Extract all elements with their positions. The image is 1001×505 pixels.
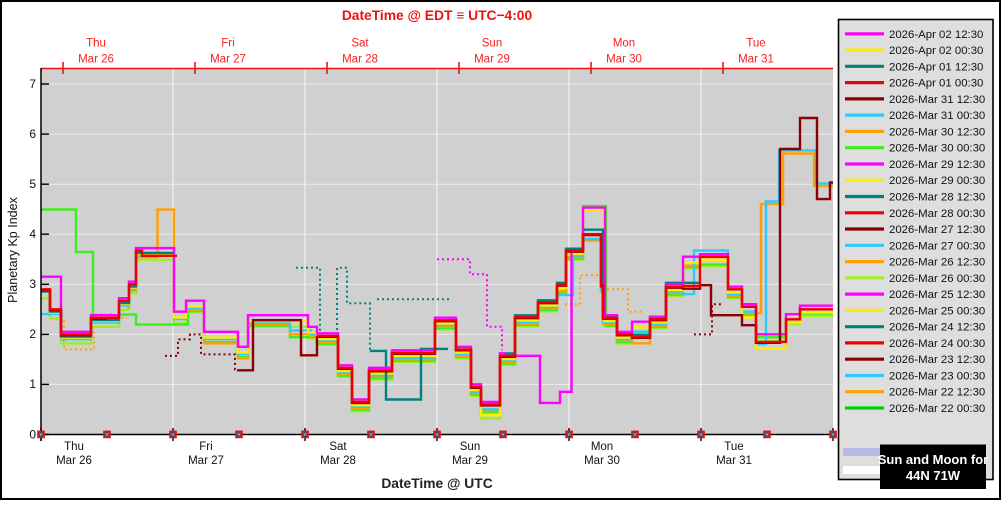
svg-text:4: 4 [29, 227, 36, 241]
svg-text:2026-Mar 24 12:30: 2026-Mar 24 12:30 [889, 322, 985, 334]
svg-text:2026-Mar 27 12:30: 2026-Mar 27 12:30 [889, 224, 985, 236]
svg-text:Mar 28: Mar 28 [320, 455, 356, 467]
svg-text:Planetary Kp Index: Planetary Kp Index [6, 196, 20, 302]
svg-text:2026-Mar 26 00:30: 2026-Mar 26 00:30 [889, 273, 985, 285]
svg-text:Mar 26: Mar 26 [56, 455, 92, 467]
svg-text:2026-Mar 28 12:30: 2026-Mar 28 12:30 [889, 192, 985, 204]
svg-text:2026-Apr 02 12:30: 2026-Apr 02 12:30 [889, 29, 983, 41]
svg-text:2026-Mar 29 12:30: 2026-Mar 29 12:30 [889, 159, 985, 171]
svg-text:2026-Mar 25 12:30: 2026-Mar 25 12:30 [889, 289, 985, 301]
svg-text:2026-Apr 01 00:30: 2026-Apr 01 00:30 [889, 78, 983, 90]
svg-text:Mar 27: Mar 27 [188, 455, 224, 467]
svg-text:2026-Apr 02 00:30: 2026-Apr 02 00:30 [889, 45, 983, 57]
svg-text:6: 6 [29, 127, 36, 141]
svg-text:Sun and Moon for: Sun and Moon for [878, 452, 988, 467]
svg-text:2026-Mar 24 00:30: 2026-Mar 24 00:30 [889, 338, 985, 350]
svg-text:2026-Mar 22 12:30: 2026-Mar 22 12:30 [889, 387, 985, 399]
svg-text:Sat: Sat [351, 38, 369, 50]
svg-text:1: 1 [29, 377, 36, 391]
svg-text:2026-Mar 29 00:30: 2026-Mar 29 00:30 [889, 175, 985, 187]
svg-text:2026-Mar 30 00:30: 2026-Mar 30 00:30 [889, 143, 985, 155]
svg-text:2026-Mar 23 12:30: 2026-Mar 23 12:30 [889, 354, 985, 366]
svg-text:Mar 29: Mar 29 [474, 54, 510, 66]
svg-text:Sun: Sun [482, 38, 502, 50]
svg-text:Mar 30: Mar 30 [584, 455, 620, 467]
svg-text:Thu: Thu [64, 441, 84, 453]
svg-text:Thu: Thu [86, 38, 106, 50]
svg-text:Mar 31: Mar 31 [716, 455, 752, 467]
svg-text:Tue: Tue [724, 441, 743, 453]
svg-text:Mon: Mon [591, 441, 613, 453]
svg-text:44N 71W: 44N 71W [906, 468, 961, 483]
svg-text:7: 7 [29, 77, 36, 91]
svg-text:Sun: Sun [460, 441, 480, 453]
svg-text:2026-Mar 31 12:30: 2026-Mar 31 12:30 [889, 94, 985, 106]
svg-text:2026-Apr 01 12:30: 2026-Apr 01 12:30 [889, 61, 983, 73]
svg-text:Mar 28: Mar 28 [342, 54, 378, 66]
svg-text:DateTime @ UTC: DateTime @ UTC [381, 476, 492, 491]
svg-text:0: 0 [29, 427, 36, 441]
svg-text:Mar 31: Mar 31 [738, 54, 774, 66]
svg-text:Mar 29: Mar 29 [452, 455, 488, 467]
svg-text:5: 5 [29, 177, 36, 191]
svg-text:Mon: Mon [613, 38, 635, 50]
svg-text:Mar 26: Mar 26 [78, 54, 114, 66]
svg-text:2026-Mar 31 00:30: 2026-Mar 31 00:30 [889, 110, 985, 122]
svg-text:2026-Mar 28 00:30: 2026-Mar 28 00:30 [889, 208, 985, 220]
svg-text:Sat: Sat [329, 441, 347, 453]
svg-text:Mar 30: Mar 30 [606, 54, 642, 66]
svg-text:2026-Mar 25 00:30: 2026-Mar 25 00:30 [889, 305, 985, 317]
svg-text:2026-Mar 26 12:30: 2026-Mar 26 12:30 [889, 257, 985, 269]
svg-text:Fri: Fri [199, 441, 212, 453]
svg-text:2: 2 [29, 327, 36, 341]
svg-text:2026-Mar 22 00:30: 2026-Mar 22 00:30 [889, 403, 985, 415]
svg-text:Tue: Tue [746, 38, 765, 50]
svg-text:Mar 27: Mar 27 [210, 54, 246, 66]
svg-text:3: 3 [29, 277, 36, 291]
svg-text:Fri: Fri [221, 38, 234, 50]
svg-text:DateTime @ EDT ≡ UTC−4:00: DateTime @ EDT ≡ UTC−4:00 [342, 8, 533, 23]
svg-text:2026-Mar 27 00:30: 2026-Mar 27 00:30 [889, 240, 985, 252]
svg-text:2026-Mar 30 12:30: 2026-Mar 30 12:30 [889, 126, 985, 138]
svg-text:2026-Mar 23 00:30: 2026-Mar 23 00:30 [889, 371, 985, 383]
